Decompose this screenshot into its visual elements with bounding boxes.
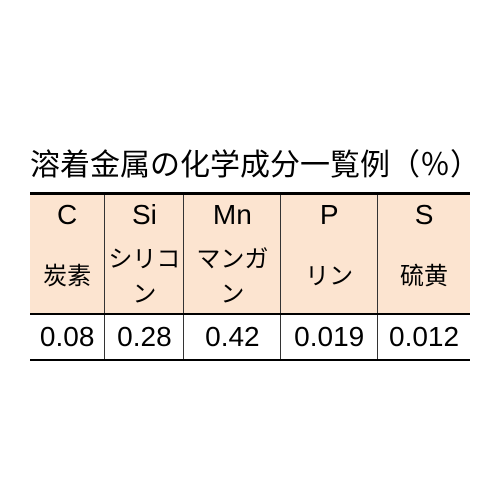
value-cell: 0.08	[30, 314, 105, 360]
header-symbol: C	[30, 193, 105, 235]
header-symbol: P	[281, 193, 378, 235]
name-row: 炭素 シリコン マンガン リン 硫黄	[30, 235, 470, 314]
header-symbol: Mn	[184, 193, 281, 235]
value-cell: 0.42	[184, 314, 281, 360]
table-title: 溶着金属の化学成分一覧例（％）	[30, 140, 480, 184]
value-cell: 0.012	[378, 314, 470, 360]
symbol-row: C Si Mn P S	[30, 193, 470, 235]
header-symbol: S	[378, 193, 470, 235]
value-cell: 0.28	[105, 314, 184, 360]
composition-table: C Si Mn P S 炭素 シリコン マンガン リン 硫黄 0.08 0.28…	[30, 192, 470, 361]
header-name: シリコン	[105, 235, 184, 314]
header-name: マンガン	[184, 235, 281, 314]
header-name: 硫黄	[378, 235, 470, 314]
header-name: リン	[281, 235, 378, 314]
header-name: 炭素	[30, 235, 105, 314]
value-row: 0.08 0.28 0.42 0.019 0.012	[30, 314, 470, 360]
header-symbol: Si	[105, 193, 184, 235]
value-cell: 0.019	[281, 314, 378, 360]
